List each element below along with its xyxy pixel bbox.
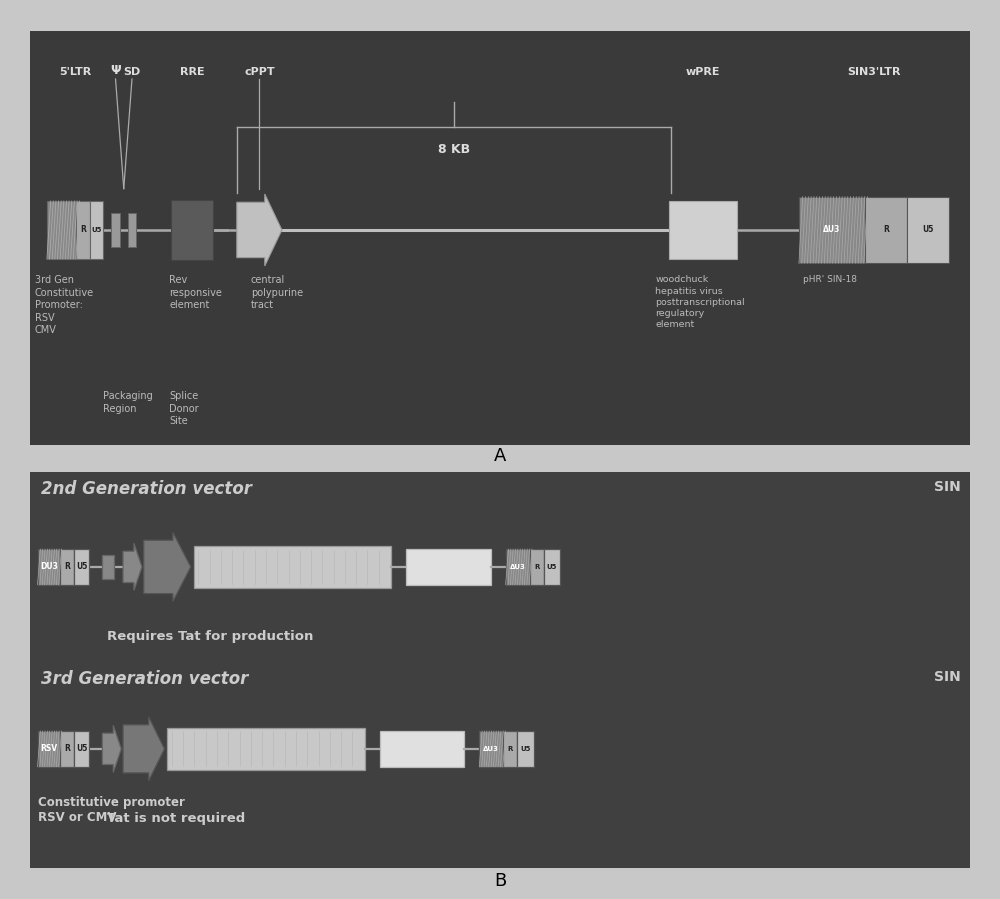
- Text: RSV: RSV: [40, 744, 57, 753]
- Text: A: A: [494, 447, 506, 465]
- Text: ΔU3: ΔU3: [483, 746, 499, 752]
- FancyBboxPatch shape: [171, 200, 213, 261]
- FancyBboxPatch shape: [406, 549, 491, 584]
- Text: R: R: [64, 563, 70, 572]
- Text: RRE: RRE: [180, 67, 204, 77]
- FancyBboxPatch shape: [60, 549, 74, 584]
- Text: R: R: [508, 746, 513, 752]
- FancyBboxPatch shape: [503, 731, 517, 767]
- Polygon shape: [144, 532, 191, 601]
- Text: Rev
responsive
element: Rev responsive element: [169, 275, 222, 310]
- Polygon shape: [123, 717, 164, 781]
- Text: U5: U5: [91, 227, 102, 233]
- Text: woodchuck
hepatitis virus
posttranscriptional
regulatory
element: woodchuck hepatitis virus posttranscript…: [655, 275, 745, 329]
- FancyBboxPatch shape: [907, 197, 949, 263]
- Text: SIN: SIN: [934, 480, 961, 494]
- Text: DU3: DU3: [40, 563, 58, 572]
- Text: 3rd Gen
Constitutive
Promoter:
RSV
CMV: 3rd Gen Constitutive Promoter: RSV CMV: [35, 275, 94, 335]
- Text: R: R: [534, 564, 539, 570]
- Text: B: B: [494, 872, 506, 890]
- Text: pHR' SIN-18: pHR' SIN-18: [803, 275, 857, 284]
- FancyBboxPatch shape: [60, 731, 74, 767]
- Text: SD: SD: [123, 67, 141, 77]
- Text: Splice
Donor
Site: Splice Donor Site: [169, 391, 199, 426]
- FancyBboxPatch shape: [506, 549, 530, 584]
- Text: U5: U5: [76, 744, 87, 753]
- Text: U5: U5: [547, 564, 557, 570]
- Text: 5'LTR: 5'LTR: [59, 67, 91, 77]
- Text: SIN3'LTR: SIN3'LTR: [847, 67, 901, 77]
- Text: R: R: [883, 226, 889, 235]
- FancyBboxPatch shape: [74, 731, 89, 767]
- FancyBboxPatch shape: [380, 731, 464, 767]
- Text: ΔU3: ΔU3: [823, 226, 841, 235]
- Polygon shape: [102, 725, 121, 772]
- FancyBboxPatch shape: [76, 201, 90, 259]
- Text: 8 KB: 8 KB: [438, 143, 470, 156]
- FancyBboxPatch shape: [167, 727, 365, 770]
- Text: cPPT: cPPT: [244, 67, 275, 77]
- FancyBboxPatch shape: [90, 201, 103, 259]
- FancyBboxPatch shape: [799, 197, 865, 263]
- Text: U5: U5: [520, 746, 531, 752]
- Text: Constitutive promoter
RSV or CMV: Constitutive promoter RSV or CMV: [38, 797, 184, 824]
- Text: SIN: SIN: [934, 670, 961, 684]
- FancyBboxPatch shape: [479, 731, 503, 767]
- Polygon shape: [237, 194, 282, 266]
- Text: U5: U5: [76, 563, 87, 572]
- Text: R: R: [64, 744, 70, 753]
- FancyBboxPatch shape: [194, 546, 391, 588]
- Text: wPRE: wPRE: [686, 67, 720, 77]
- FancyBboxPatch shape: [38, 731, 60, 767]
- FancyBboxPatch shape: [128, 213, 136, 246]
- Text: 3rd Generation vector: 3rd Generation vector: [41, 670, 249, 688]
- FancyBboxPatch shape: [111, 213, 120, 246]
- Polygon shape: [123, 543, 142, 591]
- FancyBboxPatch shape: [30, 31, 970, 445]
- FancyBboxPatch shape: [30, 472, 970, 868]
- Text: ΔU3: ΔU3: [510, 564, 526, 570]
- FancyBboxPatch shape: [865, 197, 907, 263]
- Text: central
polypurine
tract: central polypurine tract: [251, 275, 303, 310]
- Text: Packaging
Region: Packaging Region: [103, 391, 153, 414]
- FancyBboxPatch shape: [38, 549, 60, 584]
- FancyBboxPatch shape: [669, 201, 737, 259]
- Text: 2nd Generation vector: 2nd Generation vector: [41, 480, 252, 498]
- Text: Tat is not required: Tat is not required: [107, 812, 245, 825]
- FancyBboxPatch shape: [517, 731, 534, 767]
- Text: Requires Tat for production: Requires Tat for production: [107, 630, 313, 643]
- Text: R: R: [80, 226, 86, 235]
- FancyBboxPatch shape: [74, 549, 89, 584]
- Text: Ψ: Ψ: [110, 64, 121, 77]
- FancyBboxPatch shape: [47, 201, 76, 259]
- FancyBboxPatch shape: [102, 555, 114, 579]
- FancyBboxPatch shape: [544, 549, 560, 584]
- FancyBboxPatch shape: [530, 549, 544, 584]
- Text: U5: U5: [923, 226, 934, 235]
